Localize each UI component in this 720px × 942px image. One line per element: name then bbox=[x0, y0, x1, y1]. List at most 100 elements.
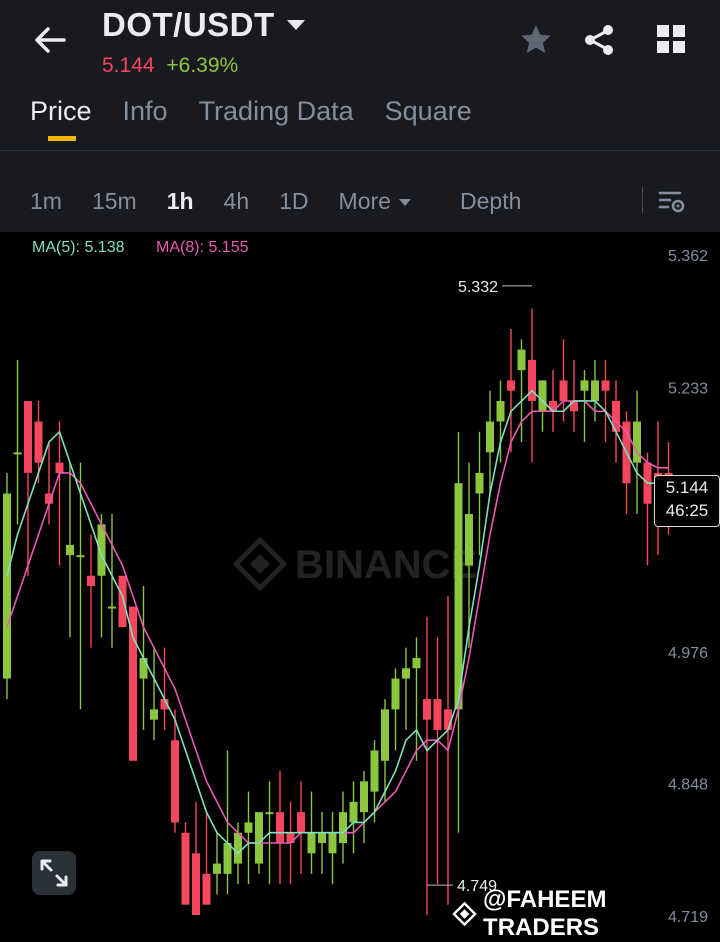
badge-price: 5.144 bbox=[665, 478, 709, 497]
chart-settings-icon[interactable] bbox=[656, 186, 686, 216]
depth-button[interactable]: Depth bbox=[460, 188, 522, 214]
interval-1m[interactable]: 1m bbox=[30, 188, 62, 214]
candle-body bbox=[318, 832, 326, 844]
candle-body bbox=[97, 524, 106, 576]
candle-body bbox=[297, 812, 305, 833]
y-tick-label: 5.233 bbox=[668, 381, 708, 398]
candle-body bbox=[412, 657, 421, 669]
grid-icon[interactable] bbox=[652, 20, 692, 60]
candle-body bbox=[612, 400, 620, 432]
candle-body bbox=[55, 462, 64, 473]
candle-countdown: 46:25 bbox=[665, 501, 709, 520]
candle-body bbox=[276, 812, 284, 844]
candle-body bbox=[528, 359, 536, 401]
candle-body bbox=[559, 380, 568, 401]
candle-body bbox=[307, 832, 316, 854]
candle-body bbox=[496, 400, 505, 422]
tab-info[interactable]: Info bbox=[122, 96, 168, 126]
candle-body bbox=[570, 400, 578, 412]
binance-logo-icon bbox=[452, 901, 477, 927]
price-summary: 5.144 +6.39% bbox=[102, 54, 238, 78]
star-icon[interactable] bbox=[516, 20, 556, 60]
y-tick-label: 4.976 bbox=[668, 645, 708, 662]
candle-body bbox=[486, 421, 494, 453]
price-axis: 5.362 5.233 4.976 4.848 4.719 bbox=[668, 248, 708, 924]
candle-body bbox=[244, 822, 253, 833]
candle-body bbox=[286, 832, 295, 844]
candle-body bbox=[34, 421, 43, 463]
candle-body bbox=[139, 657, 148, 679]
candle-body bbox=[402, 668, 410, 679]
candle-body bbox=[475, 472, 484, 494]
divider bbox=[642, 187, 643, 213]
interval-15m[interactable]: 15m bbox=[91, 188, 137, 214]
candle-body bbox=[349, 801, 358, 823]
ma5-legend: MA(5): 5.138 bbox=[32, 239, 125, 256]
watermark-text: BINANCE bbox=[295, 543, 477, 587]
divider bbox=[0, 150, 720, 151]
tab-trading-data[interactable]: Trading Data bbox=[198, 96, 354, 126]
detail-tabs: Price Info Trading Data Square bbox=[30, 96, 472, 141]
pair-title: DOT/USDT bbox=[102, 6, 275, 43]
fullscreen-expand-icon[interactable] bbox=[32, 851, 76, 895]
candle-body bbox=[454, 483, 463, 710]
candle-body bbox=[202, 873, 211, 905]
candle-body bbox=[45, 493, 53, 504]
share-icon[interactable] bbox=[580, 20, 620, 60]
candle-body bbox=[339, 812, 347, 844]
last-price: 5.144 bbox=[102, 54, 155, 77]
candle-body bbox=[328, 832, 337, 854]
candle-body bbox=[360, 781, 368, 813]
candle-body bbox=[580, 380, 589, 391]
y-tick-label: 5.362 bbox=[668, 248, 708, 265]
interval-4h[interactable]: 4h bbox=[223, 188, 250, 214]
candle-body bbox=[444, 709, 452, 730]
candle-body bbox=[601, 380, 610, 391]
candle-body bbox=[150, 709, 158, 720]
pair-selector[interactable]: DOT/USDT bbox=[102, 6, 305, 44]
candle-body bbox=[118, 575, 127, 628]
y-tick-label: 4.719 bbox=[668, 909, 708, 924]
candle-body bbox=[3, 493, 11, 679]
candle-body bbox=[192, 853, 200, 915]
candle-body bbox=[129, 606, 137, 761]
interval-1d[interactable]: 1D bbox=[279, 188, 309, 214]
y-tick-label: 4.848 bbox=[668, 776, 708, 793]
candle-body bbox=[223, 843, 232, 874]
candle-body bbox=[633, 421, 641, 463]
candle-body bbox=[549, 400, 557, 412]
candle-body bbox=[66, 544, 74, 556]
candle-body bbox=[391, 678, 400, 710]
low-price-label: 4.749 bbox=[457, 878, 497, 895]
ma5-line bbox=[6, 389, 669, 855]
interval-bar: 1m 15m 1h 4h 1D More bbox=[30, 188, 441, 215]
candle-body bbox=[24, 400, 32, 473]
candle-body bbox=[108, 606, 116, 609]
candle-body bbox=[517, 349, 526, 371]
more-label: More bbox=[338, 188, 391, 214]
credit-text: @FAHEEM TRADERS bbox=[483, 886, 607, 941]
credit-watermark: @FAHEEM TRADERS bbox=[452, 886, 720, 942]
candle-body bbox=[507, 380, 515, 391]
candle-body bbox=[423, 699, 431, 720]
tab-price[interactable]: Price bbox=[30, 96, 92, 141]
candle-body bbox=[171, 740, 179, 823]
tab-square[interactable]: Square bbox=[384, 96, 472, 126]
ma8-legend: MA(8): 5.155 bbox=[156, 239, 249, 256]
interval-1h[interactable]: 1h bbox=[166, 188, 194, 214]
candle-body bbox=[76, 555, 85, 558]
candle-body bbox=[181, 832, 190, 905]
candle-body bbox=[465, 514, 473, 566]
candlestick-chart[interactable]: BINANCE 5.362 5.233 4.976 4.848 4.719 5.332 4… bbox=[0, 232, 720, 924]
candles-layer bbox=[3, 308, 673, 915]
current-price-badge: 5.144 46:25 bbox=[654, 475, 720, 527]
more-intervals-button[interactable]: More bbox=[339, 188, 411, 215]
candle-body bbox=[381, 709, 389, 761]
candle-body bbox=[538, 380, 547, 412]
candle-body bbox=[213, 863, 221, 874]
back-arrow-icon[interactable] bbox=[30, 20, 70, 60]
candle-body bbox=[370, 750, 379, 792]
high-price-label: 5.332 bbox=[458, 279, 498, 296]
binance-logo-icon bbox=[232, 536, 288, 592]
ma8-line bbox=[6, 400, 669, 844]
